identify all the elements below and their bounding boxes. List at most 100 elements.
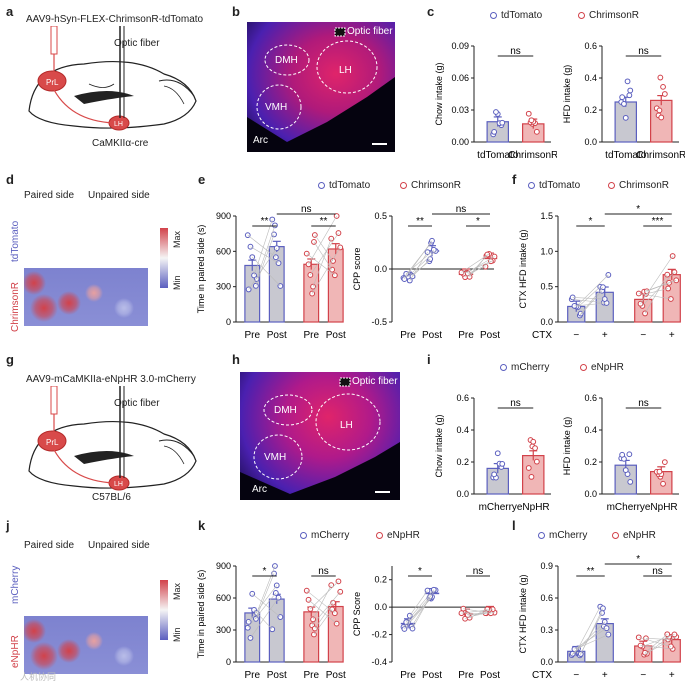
x-tick-label: Pre [244,670,260,681]
dmh-label-b: DMH [275,55,298,66]
x-tick-label: Post [422,670,442,681]
data-point [310,616,316,623]
y-tick-label: 0.6 [584,41,597,51]
paired-line [248,248,277,290]
x-tick-label: mCherry [607,502,645,513]
paired-line [313,609,333,635]
data-point [307,272,314,278]
data-point [599,610,605,616]
row-label-enphr: eNpHR [10,635,21,668]
paired-line [580,286,604,314]
paired-line [576,274,609,307]
paired-line [645,288,669,295]
paired-line [642,271,675,307]
legend-mcherry-k: mCherry [300,530,349,541]
colorbar-j [160,580,168,640]
paired-line [252,593,281,618]
paired-line [404,240,433,280]
paired-line [248,585,277,623]
row-label-tdtomato: tdTomato [10,220,21,262]
data-point [658,114,665,121]
y-tick-label: -0.4 [371,657,387,667]
legend-enphr-i: eNpHR [580,362,624,373]
y-tick-label: 0.0 [540,317,553,327]
prl-label-g: PrL [46,438,59,447]
x-tick-label: Post [326,670,346,681]
panel-label-b: b [232,4,240,19]
colorbar-min-j: Min [172,627,182,642]
y-tick-label: 1.5 [540,211,553,221]
chart-c-chow: Chow intake (g) 0.00 0.03 0.06 0.09 tdTomatoC… [434,41,557,161]
histology-image-b: DMH LH VMH Arc Optic fiber [247,22,395,152]
data-point [532,445,538,452]
vmh-label-h: VMH [264,452,287,463]
bar [649,99,673,143]
chart-k-cpp: CPP Score -0.4 -0.2 0.0 0.2 Pre Post Pre Post * ns [352,566,500,681]
y-tick-label: 0 [226,657,231,667]
paired-line [571,298,604,303]
chart-e-time: Time in paired side (s) 0 300 600 900 Pre Post… [196,204,346,341]
x-prefix-label: CTX [532,670,552,681]
histology-image-h: DMH LH VMH Arc Optic fiber [240,372,400,500]
data-point [603,625,610,632]
data-point [656,468,663,475]
y-axis-label: Time in paired side (s) [196,570,206,659]
legend-dot-icon [400,182,407,189]
x-tick-label: Post [480,330,500,341]
y-tick-label: 0.4 [456,425,469,435]
heatmap-enphr-j [24,616,148,674]
data-point [252,615,259,622]
y-tick-label: 0.6 [456,393,469,403]
row-label-mcherry: mCherry [10,565,21,604]
chart-i-hfd: HFD intake (g) 0.0 0.2 0.4 0.6 mCherry eNpHR ns [562,393,679,513]
paired-line [306,253,336,276]
sig-label: *** [652,216,664,227]
paired-line [580,608,604,655]
sig-label: ns [638,398,649,409]
lh-label-b: LH [339,65,352,76]
legend-tdtomato-e: tdTomato [318,180,370,191]
y-tick-label: -0.2 [371,630,387,640]
data-point [328,582,335,589]
x-tick-label: + [669,330,675,341]
paired-line [579,290,603,316]
panel-label-c: c [427,4,435,19]
fiber-label-a: Optic fiber [114,38,160,49]
y-tick-label: 0.00 [451,137,469,147]
x-tick-label: Post [422,330,442,341]
data-point [661,91,668,97]
legend-chrimsonr-e: ChrimsonR [400,180,461,191]
data-point [626,92,633,99]
sig-label: ns [652,566,663,577]
sig-label: ** [261,216,269,227]
paired-line [407,250,436,277]
paired-line [312,238,332,287]
x-tick-label: Pre [244,330,260,341]
fiber-label-g: Optic fiber [114,398,160,409]
data-point [409,625,416,632]
paired-line [253,219,273,276]
paired-line [469,609,488,618]
legend-dot-icon [528,182,535,189]
x-tick-label: eNpHR [645,502,678,513]
data-point [305,261,312,268]
data-point [660,480,666,487]
data-point [637,300,644,307]
paired-line [405,589,435,623]
data-point [627,87,634,94]
data-point [528,474,535,480]
arc-label-b: Arc [253,135,268,146]
sig-label: ** [416,216,424,227]
legend-dot-icon [608,182,615,189]
paired-line [311,247,341,294]
paired-line [638,637,671,647]
data-point [533,128,540,135]
paired-line [412,258,431,277]
y-tick-label: 0.2 [456,457,469,467]
y-tick-label: 0.0 [540,657,553,667]
data-point [493,109,499,115]
bar [614,101,637,143]
row-label-chrimsonr: ChrimsonR [10,281,21,332]
x-tick-label: Pre [303,670,319,681]
